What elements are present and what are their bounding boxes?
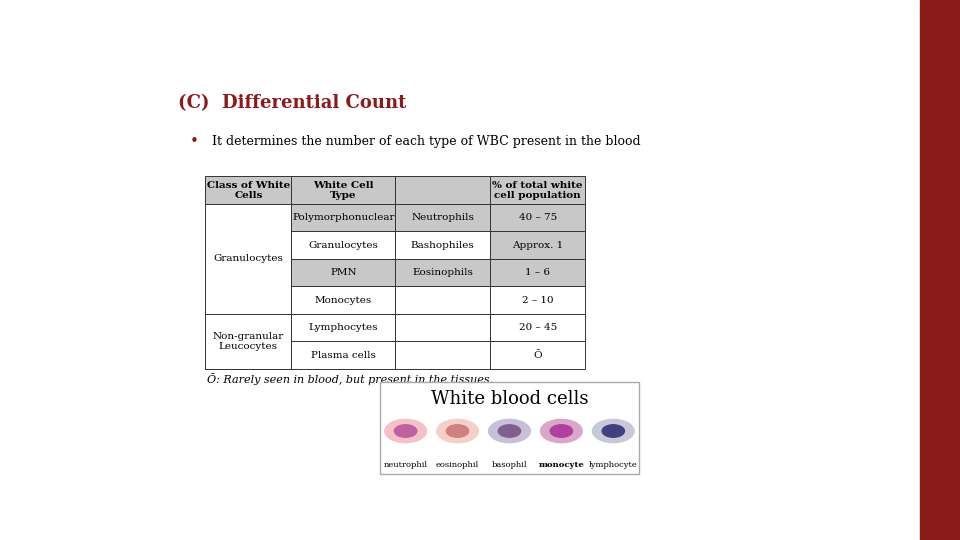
Text: 40 – 75: 40 – 75 <box>518 213 557 222</box>
Circle shape <box>437 420 478 443</box>
Text: Granulocytes: Granulocytes <box>308 241 378 249</box>
Bar <box>205 259 292 286</box>
Text: White Cell
Type: White Cell Type <box>313 180 373 200</box>
Bar <box>396 259 491 286</box>
Bar <box>396 314 491 341</box>
Bar <box>205 286 292 314</box>
Text: White blood cells: White blood cells <box>431 389 588 408</box>
Circle shape <box>602 425 624 437</box>
Bar <box>491 232 586 259</box>
Bar <box>292 204 396 232</box>
Bar <box>396 204 491 232</box>
Bar <box>491 204 586 232</box>
Text: Ō: Ō <box>534 350 542 360</box>
Circle shape <box>540 420 582 443</box>
Bar <box>292 232 396 259</box>
Bar <box>205 204 292 314</box>
Bar <box>292 259 396 286</box>
Bar <box>491 341 586 369</box>
Bar <box>491 177 586 204</box>
Text: % of total white
cell population: % of total white cell population <box>492 180 583 200</box>
Text: Approx. 1: Approx. 1 <box>512 241 564 249</box>
Text: Neutrophils: Neutrophils <box>411 213 474 222</box>
Circle shape <box>385 420 426 443</box>
Text: 20 – 45: 20 – 45 <box>518 323 557 332</box>
Circle shape <box>395 425 417 437</box>
Bar <box>205 341 292 369</box>
Text: Plasma cells: Plasma cells <box>311 350 375 360</box>
Text: Monocytes: Monocytes <box>315 296 372 305</box>
Circle shape <box>498 425 520 437</box>
Bar <box>205 314 292 341</box>
Bar <box>491 259 586 286</box>
Bar <box>292 341 396 369</box>
Bar <box>292 314 396 341</box>
Bar <box>396 232 491 259</box>
Bar <box>292 286 396 314</box>
Text: Polymorphonuclear: Polymorphonuclear <box>292 213 395 222</box>
Text: neutrophil: neutrophil <box>384 462 427 469</box>
Text: Lymphocytes: Lymphocytes <box>308 323 378 332</box>
Text: Eosinophils: Eosinophils <box>412 268 473 277</box>
Text: Granulocytes: Granulocytes <box>213 254 283 264</box>
Text: Class of White
Cells: Class of White Cells <box>206 180 290 200</box>
Bar <box>205 177 292 204</box>
Circle shape <box>489 420 530 443</box>
Bar <box>491 314 586 341</box>
Text: It determines the number of each type of WBC present in the blood: It determines the number of each type of… <box>212 136 640 148</box>
Bar <box>396 286 491 314</box>
Text: 1 – 6: 1 – 6 <box>525 268 550 277</box>
Bar <box>396 341 491 369</box>
Bar <box>379 382 639 475</box>
Text: Ō: Rarely seen in blood, but present in the tissues.: Ō: Rarely seen in blood, but present in … <box>206 373 492 384</box>
Text: eosinophil: eosinophil <box>436 462 479 469</box>
Circle shape <box>446 425 468 437</box>
Text: PMN: PMN <box>330 268 356 277</box>
Bar <box>292 177 396 204</box>
Text: 2 – 10: 2 – 10 <box>522 296 554 305</box>
Circle shape <box>592 420 635 443</box>
Text: •: • <box>190 134 199 149</box>
Bar <box>205 232 292 259</box>
Circle shape <box>550 425 572 437</box>
Bar <box>205 314 292 369</box>
Text: (C)  Differential Count: (C) Differential Count <box>179 94 406 112</box>
Text: lymphocyte: lymphocyte <box>588 462 637 469</box>
Bar <box>491 286 586 314</box>
Text: basophil: basophil <box>492 462 527 469</box>
Bar <box>205 204 292 232</box>
Bar <box>396 177 491 204</box>
Text: monocyte: monocyte <box>539 462 585 469</box>
Text: Bashophiles: Bashophiles <box>411 241 474 249</box>
Text: Non-granular
Leucocytes: Non-granular Leucocytes <box>213 332 284 351</box>
